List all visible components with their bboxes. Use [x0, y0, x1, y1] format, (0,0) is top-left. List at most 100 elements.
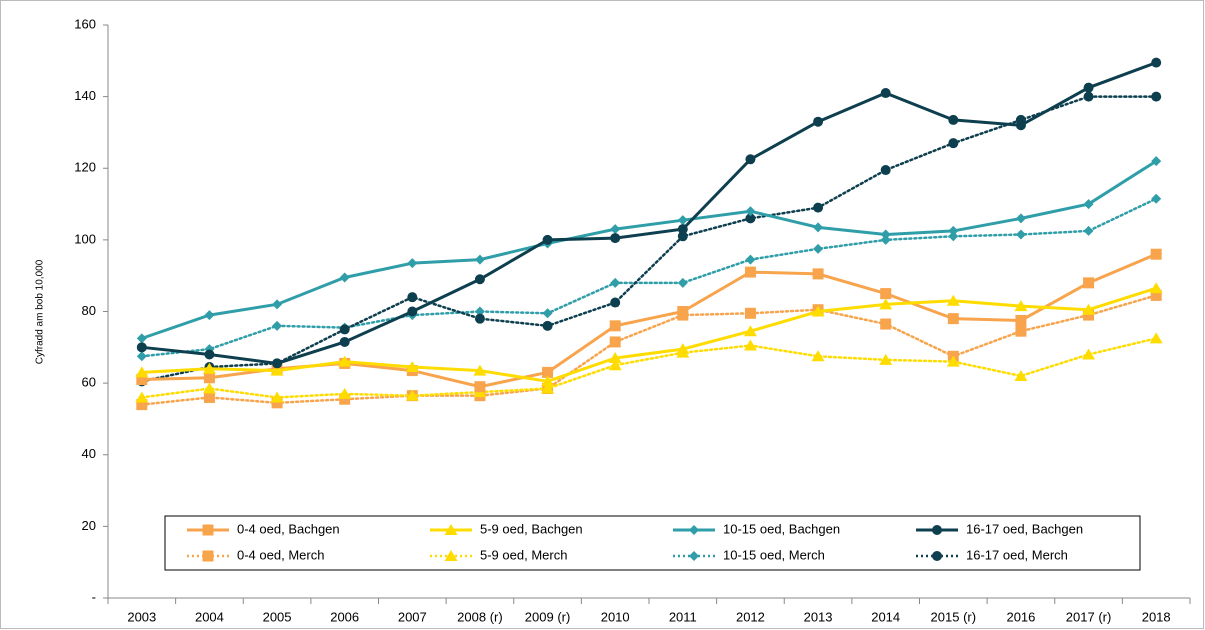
- marker: [1083, 199, 1094, 210]
- marker: [405, 361, 419, 373]
- marker: [473, 364, 487, 376]
- marker: [338, 387, 352, 399]
- marker: [948, 114, 959, 125]
- marker: [1082, 348, 1096, 360]
- marker: [271, 397, 283, 409]
- marker: [689, 551, 699, 561]
- marker: [339, 272, 350, 283]
- marker: [1149, 332, 1163, 344]
- marker: [542, 308, 553, 319]
- x-tick-label: 2015 (r): [931, 609, 977, 624]
- marker: [677, 231, 688, 242]
- marker: [542, 234, 553, 245]
- x-tick-label: 2003: [127, 609, 156, 624]
- x-tick-label: 2006: [330, 609, 359, 624]
- marker: [743, 339, 757, 351]
- marker: [1151, 193, 1162, 204]
- legend-label: 5-9 oed, Bachgen: [480, 521, 583, 536]
- marker: [946, 294, 960, 306]
- marker: [1151, 57, 1162, 68]
- legend-label: 0-4 oed, Merch: [237, 547, 324, 562]
- marker: [813, 243, 824, 254]
- marker: [880, 229, 891, 240]
- marker: [745, 206, 756, 217]
- marker: [135, 366, 149, 378]
- y-tick-label: 40: [82, 446, 96, 461]
- marker: [474, 313, 485, 324]
- marker: [339, 336, 350, 347]
- marker: [407, 292, 418, 303]
- marker: [880, 318, 892, 330]
- marker: [202, 524, 214, 536]
- marker: [677, 277, 688, 288]
- x-tick-label: 2016: [1006, 609, 1035, 624]
- series-line: [140, 197, 1158, 358]
- marker: [879, 298, 893, 310]
- legend-label: 5-9 oed, Merch: [480, 547, 567, 562]
- x-tick-label: 2018: [1142, 609, 1171, 624]
- marker: [338, 355, 352, 367]
- marker: [405, 389, 419, 401]
- series-line: [140, 95, 1158, 383]
- series-line: [140, 286, 1158, 383]
- marker: [136, 342, 147, 353]
- marker: [1014, 300, 1028, 312]
- marker: [880, 234, 891, 245]
- marker: [541, 375, 555, 387]
- marker: [676, 343, 690, 355]
- marker: [270, 364, 284, 376]
- marker: [1015, 314, 1027, 326]
- marker: [610, 277, 621, 288]
- marker: [946, 355, 960, 367]
- marker: [444, 550, 458, 561]
- y-tick-label: 20: [82, 518, 96, 533]
- x-tick-label: 2008 (r): [457, 609, 503, 624]
- marker: [272, 358, 283, 369]
- x-tick-label: 2005: [263, 609, 292, 624]
- x-tick-label: 2012: [736, 609, 765, 624]
- series-line: [140, 159, 1158, 340]
- marker: [136, 333, 147, 344]
- x-tick-label: 2014: [871, 609, 900, 624]
- x-tick-label: 2017 (r): [1066, 609, 1112, 624]
- marker: [813, 202, 824, 213]
- marker: [1151, 91, 1162, 102]
- series-line: [140, 294, 1158, 406]
- marker: [1151, 156, 1162, 167]
- x-tick-label: 2009 (r): [525, 609, 571, 624]
- marker: [474, 274, 485, 285]
- x-tick-label: 2011: [669, 609, 697, 624]
- marker: [136, 374, 148, 386]
- marker: [947, 313, 959, 325]
- marker: [745, 254, 756, 265]
- marker: [272, 299, 283, 310]
- y-tick-label: 60: [82, 375, 96, 390]
- marker: [811, 305, 825, 317]
- legend-label: 10-15 oed, Bachgen: [723, 521, 840, 536]
- series: [135, 282, 1163, 387]
- marker: [542, 366, 554, 378]
- marker: [1015, 213, 1026, 224]
- legend-label: 16-17 oed, Bachgen: [966, 521, 1083, 536]
- marker: [880, 88, 891, 99]
- marker: [1083, 82, 1094, 93]
- series-line: [140, 337, 1158, 399]
- marker: [609, 336, 621, 348]
- marker: [610, 233, 621, 244]
- marker: [1083, 91, 1094, 102]
- marker: [444, 524, 458, 535]
- y-tick-label: 160: [74, 16, 96, 31]
- marker: [1083, 225, 1094, 236]
- marker: [948, 138, 959, 149]
- marker: [270, 391, 284, 403]
- marker: [1150, 248, 1162, 260]
- marker: [202, 550, 214, 562]
- marker: [136, 399, 148, 411]
- marker: [677, 224, 688, 235]
- marker: [948, 231, 959, 242]
- marker: [202, 382, 216, 394]
- series: [136, 193, 1162, 362]
- legend-box: [164, 515, 1141, 571]
- marker: [745, 213, 756, 224]
- marker: [610, 224, 621, 235]
